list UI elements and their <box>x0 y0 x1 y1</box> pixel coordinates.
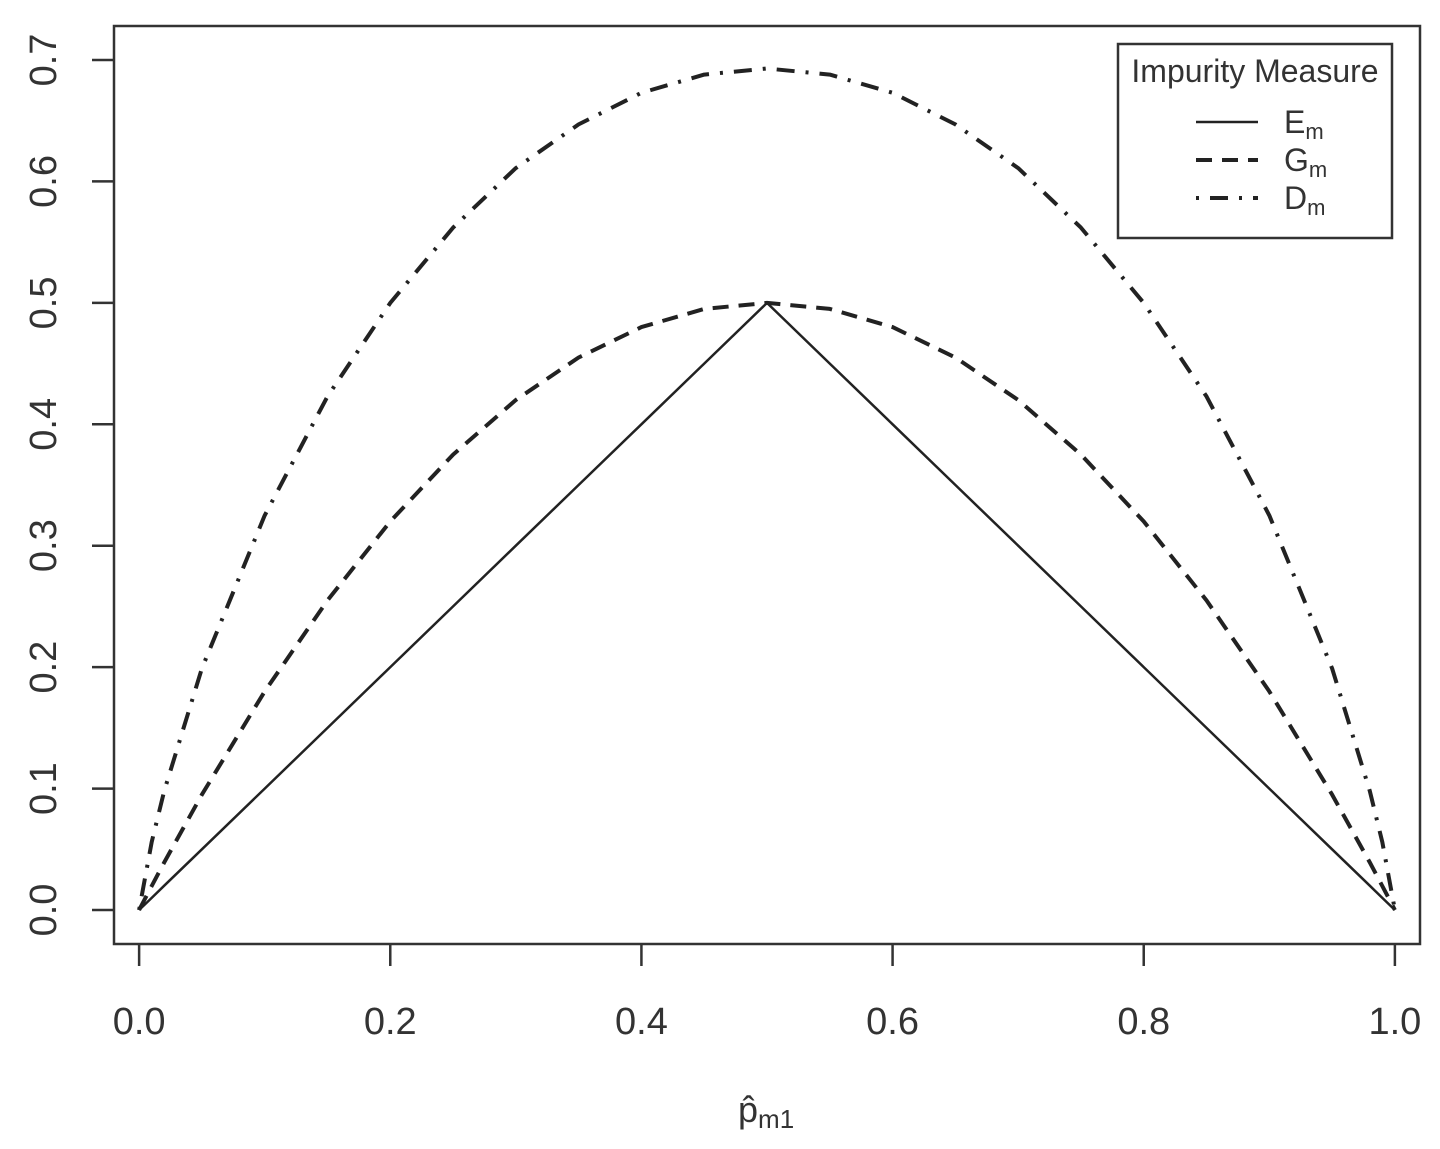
y-axis: 0.0 0.1 0.2 0.3 0.4 0.5 0.6 0.7 <box>23 34 114 937</box>
y-tick-label: 0.4 <box>23 398 65 451</box>
x-axis-title: p̂m1 <box>738 1089 794 1134</box>
legend-label-main: E <box>1284 104 1305 140</box>
legend-label-subscript: m <box>1307 195 1325 220</box>
legend-label-g: Gm <box>1284 142 1327 182</box>
legend-label-main: D <box>1284 180 1307 216</box>
legend-title: Impurity Measure <box>1131 53 1378 89</box>
series-layer <box>137 66 1397 911</box>
x-axis-title-main: p̂ <box>738 1089 758 1130</box>
y-tick-label: 0.5 <box>23 276 65 329</box>
x-tick-label: 0.8 <box>1117 1001 1170 1043</box>
plot-frame <box>112 24 1422 946</box>
y-tick-label: 0.6 <box>23 155 65 208</box>
legend-box <box>1116 42 1394 240</box>
series-line-d <box>137 66 1397 911</box>
x-axis: 0.0 0.2 0.4 0.6 0.8 1.0 <box>113 944 1421 1043</box>
legend-label-subscript: m <box>1305 119 1323 144</box>
x-tick-label: 0.4 <box>615 1001 668 1043</box>
x-tick-label: 0.0 <box>113 1001 166 1043</box>
series-line-g <box>137 300 1397 911</box>
x-axis-title-subscript: m1 <box>758 1104 794 1134</box>
legend-label-subscript: m <box>1309 157 1327 182</box>
x-tick-label: 0.2 <box>364 1001 417 1043</box>
y-tick-label: 0.7 <box>23 34 65 87</box>
x-tick-label: 0.6 <box>866 1001 919 1043</box>
y-tick-label: 0.2 <box>23 641 65 694</box>
legend-label-d: Dm <box>1284 180 1325 220</box>
legend-label-e: Em <box>1284 104 1324 144</box>
y-tick-label: 0.1 <box>23 762 65 815</box>
x-tick-label: 1.0 <box>1368 1001 1421 1043</box>
y-tick-label: 0.3 <box>23 519 65 572</box>
y-tick-label: 0.0 <box>23 884 65 937</box>
legend-label-main: G <box>1284 142 1309 178</box>
